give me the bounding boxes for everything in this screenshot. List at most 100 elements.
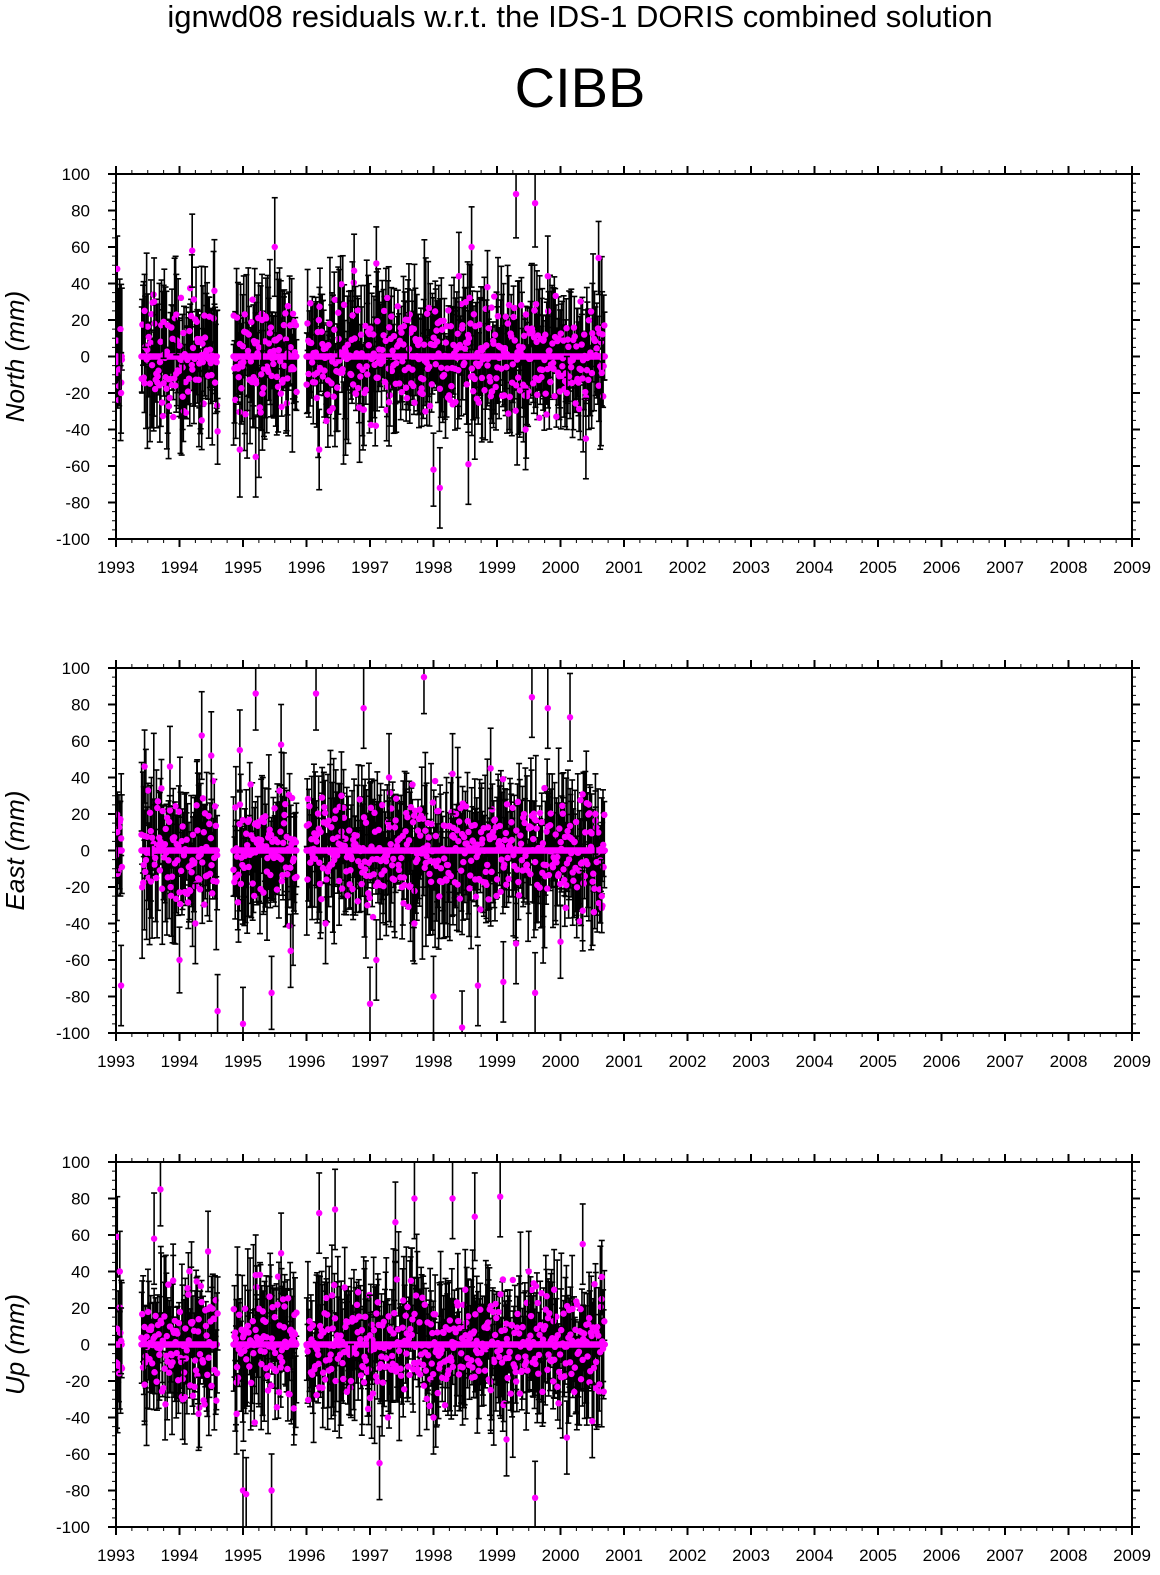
data-point: [245, 863, 252, 871]
data-point: [243, 830, 250, 837]
data-point: [354, 384, 362, 392]
data-point: [249, 296, 256, 303]
data-point: [411, 399, 418, 406]
data-point: [199, 358, 207, 366]
x-tick-label: 2003: [732, 558, 770, 577]
data-point: [213, 358, 220, 366]
data-point: [208, 861, 215, 869]
data-point: [430, 466, 437, 473]
x-tick-label: 1998: [415, 558, 453, 577]
x-tick-label: 2005: [859, 558, 897, 577]
data-point: [470, 388, 477, 395]
data-point: [409, 366, 416, 373]
x-tick-label: 2005: [859, 1052, 897, 1071]
data-point: [154, 804, 161, 812]
data-point: [394, 303, 401, 310]
data-point: [538, 373, 545, 381]
data-point: [281, 811, 288, 819]
data-point: [511, 304, 518, 312]
x-tick-label: 2003: [732, 1052, 770, 1071]
data-point: [447, 323, 455, 330]
y-tick-label: 80: [71, 202, 90, 221]
data-point: [531, 307, 538, 314]
data-point: [448, 382, 455, 390]
data-point: [512, 190, 520, 198]
data-point: [505, 410, 512, 417]
data-point: [307, 300, 314, 307]
data-point: [328, 380, 335, 387]
x-tick-label: 2007: [986, 558, 1024, 577]
data-point: [547, 378, 554, 386]
data-point: [370, 331, 377, 338]
data-point: [539, 366, 546, 374]
data-point: [330, 393, 337, 400]
data-point: [348, 371, 355, 379]
data-point: [501, 344, 509, 352]
data-point: [189, 344, 197, 352]
data-point: [154, 373, 161, 380]
data-point: [422, 408, 429, 415]
data-point: [308, 359, 316, 366]
data-point: [160, 318, 167, 326]
data-point: [282, 800, 289, 808]
data-point: [273, 886, 281, 893]
x-tick-label: 2004: [796, 558, 834, 577]
data-point: [374, 318, 381, 325]
data-point: [354, 307, 361, 314]
x-tick-label: 2002: [669, 1052, 707, 1071]
data-point: [364, 371, 371, 378]
data-point: [267, 324, 275, 331]
data-point: [467, 320, 474, 327]
data-point: [402, 384, 410, 391]
data-point: [455, 273, 463, 280]
data-point: [267, 831, 275, 839]
data-point: [279, 872, 286, 879]
data-point: [156, 867, 164, 874]
data-point: [278, 403, 285, 411]
data-point: [334, 384, 341, 391]
data-point: [280, 839, 287, 847]
data-point: [373, 260, 380, 267]
data-point: [349, 381, 357, 388]
data-point: [564, 336, 571, 343]
data-point: [601, 322, 608, 329]
data-point: [266, 826, 273, 833]
data-point: [599, 331, 606, 338]
data-point: [319, 373, 327, 380]
data-point: [170, 413, 177, 421]
data-point: [165, 818, 173, 826]
data-point: [265, 340, 273, 347]
y-tick-label: -60: [65, 951, 90, 970]
data-point: [173, 311, 180, 318]
data-point: [284, 375, 291, 382]
data-point: [155, 367, 162, 374]
data-point: [168, 324, 175, 331]
data-point: [143, 833, 151, 840]
data-point: [142, 856, 150, 864]
y-tick-label: 100: [62, 659, 90, 678]
data-point: [463, 381, 471, 388]
data-point: [260, 384, 267, 392]
data-point: [419, 390, 426, 398]
data-point: [398, 329, 405, 336]
data-point: [510, 313, 517, 321]
data-point: [595, 382, 603, 389]
data-point: [384, 294, 391, 302]
data-point: [522, 426, 529, 433]
x-tick-label: 2002: [669, 558, 707, 577]
x-tick-label: 2009: [1113, 1052, 1151, 1071]
data-point: [276, 787, 283, 794]
data-point: [507, 332, 515, 340]
data-point: [213, 847, 221, 854]
data-point: [520, 332, 528, 340]
data-point: [172, 803, 179, 810]
data-point: [175, 808, 183, 815]
data-point: [546, 347, 553, 354]
data-point: [433, 338, 441, 345]
data-point: [466, 294, 473, 302]
data-point: [190, 296, 198, 303]
data-point: [237, 880, 245, 888]
data-point: [444, 365, 451, 372]
y-axis-label: East (mm): [0, 791, 30, 911]
data-point: [426, 363, 433, 370]
